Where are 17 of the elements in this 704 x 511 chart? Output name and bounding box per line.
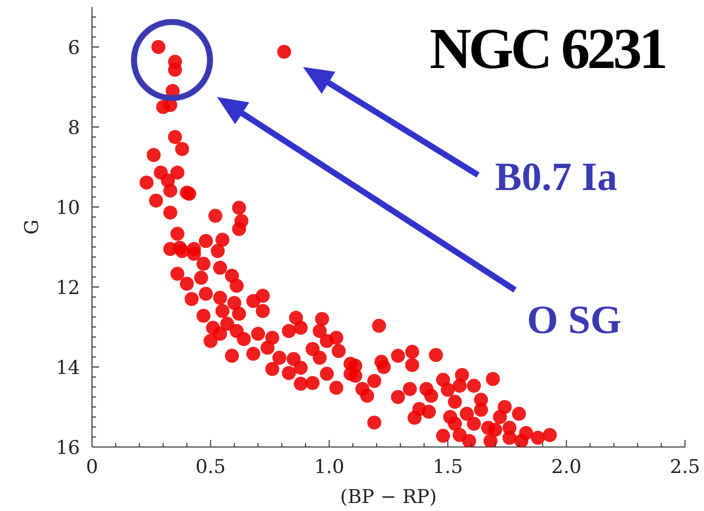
x-tick-label: 0 [86, 456, 98, 478]
y-tick-label: 8 [68, 117, 80, 139]
x-tick-label: 1.5 [432, 456, 463, 478]
x-tick-label: 0.5 [195, 456, 226, 478]
chart-title: NGC 6231 [430, 16, 665, 81]
annotation: O SG [527, 297, 622, 342]
x-tick-label: 2.0 [551, 456, 582, 478]
x-tick-label: 1.0 [314, 456, 344, 478]
annotation: B0.7 Ia [495, 154, 618, 199]
y-tick-label: 6 [68, 37, 80, 59]
x-axis-title: (BP − RP) [340, 486, 437, 508]
y-tick-label: 14 [56, 357, 80, 379]
y-tick-label: 10 [56, 197, 80, 219]
y-tick-label: 12 [56, 277, 80, 299]
y-tick-label: 16 [56, 437, 80, 459]
y-axis-title: G [21, 219, 43, 235]
x-tick-label: 2.5 [670, 456, 700, 478]
